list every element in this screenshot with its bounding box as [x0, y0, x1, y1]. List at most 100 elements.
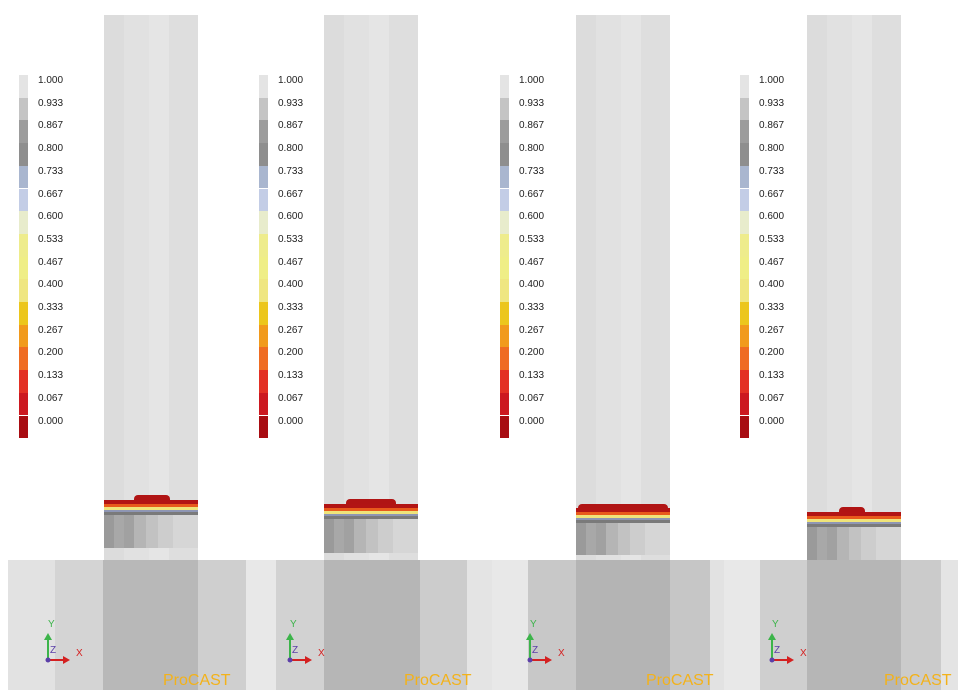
- legend-label: 0.133: [759, 370, 785, 382]
- legend-label: 0.667: [38, 188, 64, 200]
- legend-swatch-5: [259, 188, 268, 212]
- legend-swatch-13: [740, 370, 749, 393]
- legend-swatch-1: [259, 97, 268, 121]
- legend-swatch-11: [740, 324, 749, 348]
- legend-swatch-15: [740, 415, 749, 439]
- legend-label: 0.800: [278, 143, 304, 155]
- legend-swatch-6: [259, 211, 268, 234]
- legend-swatch-5: [740, 188, 749, 212]
- liquid-front-cap: [134, 495, 170, 501]
- legend-label: 0.467: [38, 256, 64, 268]
- legend-swatch-7: [19, 233, 28, 257]
- legend-swatch-3: [19, 143, 28, 166]
- legend-label: 0.400: [38, 279, 64, 291]
- legend-label: 0.733: [278, 165, 304, 177]
- legend-label: 0.200: [759, 347, 785, 359]
- axis-z-label: Z: [292, 645, 299, 656]
- solidified-zone: [576, 523, 670, 555]
- legend-swatch-3: [740, 143, 749, 166]
- fraction-legend: 1.000 0.933 0.867 0.800 0.733 0.667 0.60…: [740, 75, 820, 439]
- fraction-legend: 1.000 0.933 0.867 0.800 0.733 0.667 0.60…: [500, 75, 580, 439]
- legend-swatch-7: [740, 233, 749, 257]
- legend-label: 0.067: [519, 392, 545, 404]
- liquid-front-cap: [346, 499, 396, 505]
- legend-swatch-5: [500, 188, 509, 212]
- legend-label: 0.800: [519, 143, 545, 155]
- legend-label: 0.667: [278, 188, 304, 200]
- legend-label: 0.133: [278, 370, 304, 382]
- legend-label: 0.600: [38, 211, 64, 223]
- legend-swatch-13: [500, 370, 509, 393]
- procast-watermark: ProCAST: [404, 672, 472, 689]
- axis-y-label: Y: [530, 619, 537, 630]
- legend-swatch-11: [19, 324, 28, 348]
- legend-label: 0.933: [759, 97, 785, 109]
- legend-label: 1.000: [278, 75, 304, 86]
- legend-label: 0.400: [519, 279, 545, 291]
- axis-y-label: Y: [48, 619, 55, 630]
- axis-x-label: X: [76, 648, 83, 659]
- legend-swatch-9: [500, 279, 509, 302]
- legend-swatch-8: [19, 256, 28, 280]
- legend-label: 0.067: [759, 392, 785, 404]
- legend-label: 0.200: [38, 347, 64, 359]
- legend-label: 0.733: [38, 165, 64, 177]
- casting-column: [104, 15, 198, 560]
- legend-swatch-7: [500, 233, 509, 257]
- legend-label: 0.333: [759, 302, 785, 313]
- legend-swatch-4: [259, 165, 268, 189]
- axis-triad-icon: Y Z X: [522, 618, 582, 668]
- legend-swatch-0: [19, 75, 28, 98]
- legend-swatch-2: [500, 120, 509, 144]
- legend-label: 0.133: [38, 370, 64, 382]
- legend-label: 0.333: [519, 302, 545, 313]
- legend-label: 0.000: [759, 415, 785, 427]
- axis-z-label: Z: [532, 645, 539, 656]
- liquid-front-cap: [578, 504, 668, 509]
- legend-label: 0.267: [278, 324, 304, 336]
- casting-column: [576, 15, 670, 560]
- legend-label: 0.267: [38, 324, 64, 336]
- legend-swatch-1: [740, 97, 749, 121]
- legend-label: 0.600: [519, 211, 545, 223]
- legend-label: 0.467: [759, 256, 785, 268]
- mold-base-block: [492, 560, 724, 690]
- legend-label: 0.867: [759, 120, 785, 132]
- legend-swatch-8: [259, 256, 268, 280]
- fraction-legend: 1.000 0.933 0.867 0.800 0.733 0.667 0.60…: [259, 75, 339, 439]
- legend-swatch-13: [19, 370, 28, 393]
- solidified-zone: [807, 527, 901, 560]
- legend-swatch-8: [500, 256, 509, 280]
- legend-label: 0.667: [519, 188, 545, 200]
- legend-swatch-15: [19, 415, 28, 439]
- procast-watermark: ProCAST: [163, 672, 231, 689]
- legend-label: 0.200: [519, 347, 545, 359]
- legend-swatch-2: [19, 120, 28, 144]
- procast-watermark: ProCAST: [884, 672, 952, 689]
- legend-swatch-11: [259, 324, 268, 348]
- axis-triad-icon: Y Z X: [40, 618, 100, 668]
- axis-y-label: Y: [772, 619, 779, 630]
- legend-label: 0.000: [38, 415, 64, 427]
- legend-label: 1.000: [519, 75, 545, 86]
- legend-label: 0.133: [519, 370, 545, 382]
- axis-x-label: X: [558, 648, 565, 659]
- legend-swatch-3: [259, 143, 268, 166]
- legend-label: 0.867: [278, 120, 304, 132]
- fraction-legend: 1.000 0.933 0.867 0.800 0.733 0.667 0.60…: [19, 75, 99, 439]
- legend-label: 0.533: [519, 233, 545, 245]
- legend-swatch-15: [259, 415, 268, 439]
- legend-swatch-12: [259, 347, 268, 371]
- legend-swatch-13: [259, 370, 268, 393]
- legend-swatch-6: [740, 211, 749, 234]
- solidified-zone: [104, 515, 198, 548]
- legend-label: 0.333: [38, 302, 64, 313]
- legend-label: 0.867: [38, 120, 64, 132]
- solidified-zone: [324, 519, 418, 553]
- axis-triad-icon: Y Z X: [764, 618, 824, 668]
- legend-label: 0.533: [278, 233, 304, 245]
- legend-label: 0.467: [519, 256, 545, 268]
- legend-swatch-4: [500, 165, 509, 189]
- legend-label: 0.800: [759, 143, 785, 155]
- legend-swatch-4: [19, 165, 28, 189]
